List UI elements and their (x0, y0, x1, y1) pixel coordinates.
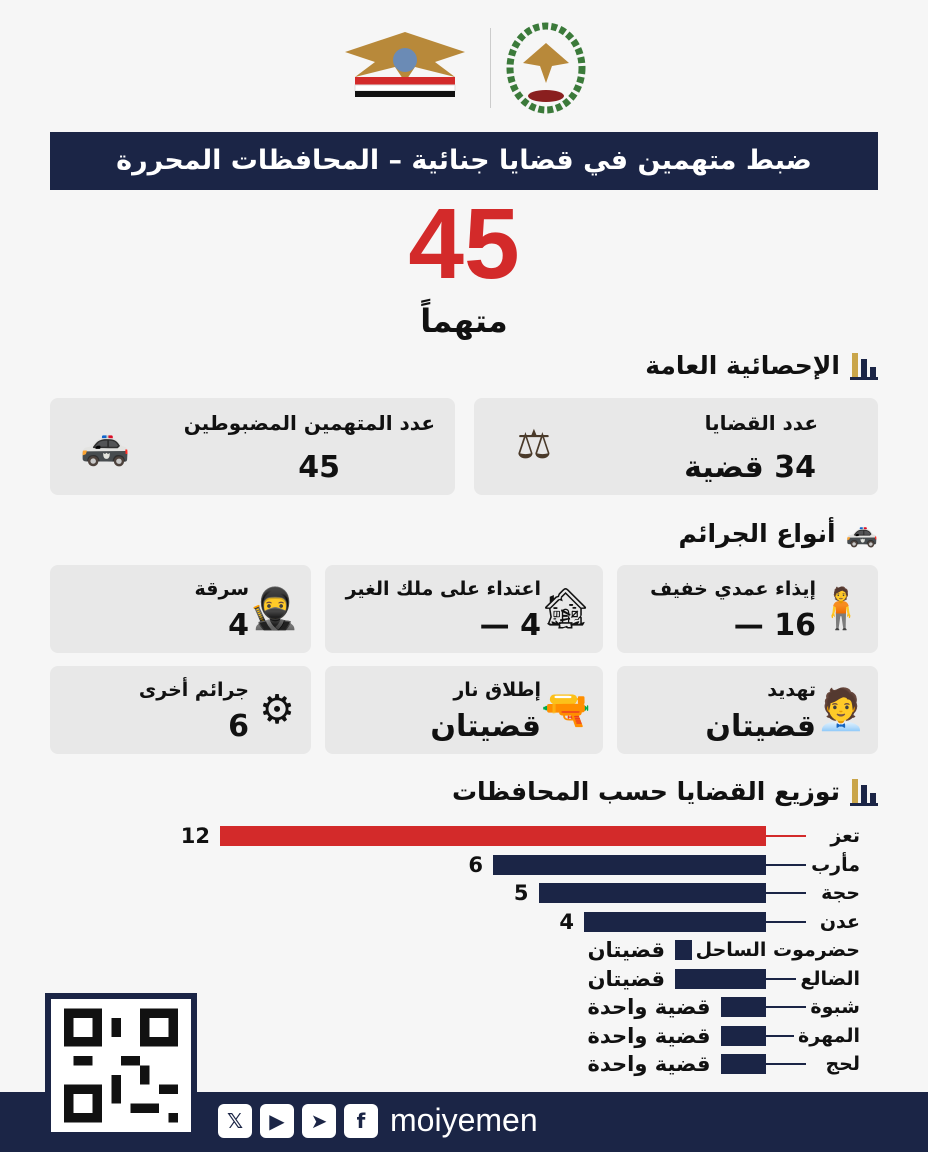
crime-card: اعتداء على ملك الغير 4 — 🏚 (325, 565, 603, 653)
bar (720, 1025, 766, 1046)
general-stats-heading: الإحصائية العامة (645, 350, 878, 382)
bar (720, 1054, 766, 1074)
category-label: شبوة (806, 996, 860, 1018)
value-label: قضيتان (587, 966, 665, 991)
threatened-person-icon: 🧑‍💼 (816, 687, 866, 733)
bar (584, 911, 766, 932)
accused-count-card: عدد المتهمين المضبوطين 45 🚓 (50, 398, 455, 495)
crime-value: قضيتان (705, 709, 816, 744)
bar-chart-icon (850, 778, 878, 806)
divider (490, 28, 491, 108)
value-label: قضية واحدة (587, 995, 711, 1019)
damaged-house-icon: 🏚 (540, 586, 591, 632)
crime-card: إطلاق نار قضيتان 🔫 (325, 666, 603, 754)
crime-label: اعتداء على ملك الغير (345, 578, 541, 600)
value-label: 5 (513, 881, 529, 905)
youtube-icon[interactable]: ▶ (260, 1104, 294, 1138)
category-label: لحج (821, 1053, 860, 1075)
bar-connector (766, 1006, 806, 1008)
category-label: مأرب (807, 853, 860, 876)
category-label: حجة (817, 882, 860, 904)
bar-chart-icon (850, 352, 878, 380)
bar (220, 826, 766, 846)
value-label: 4 (559, 909, 574, 934)
bar-connector (766, 1034, 806, 1037)
police-car-icon: 🚓 (80, 422, 130, 468)
crime-label: إطلاق نار (453, 679, 541, 701)
crime-card: سرقة 4 🥷 (50, 565, 311, 653)
total-accused-count: 45 (408, 188, 520, 300)
value-label: 6 (468, 852, 483, 877)
category-label: حضرموت الساحل (691, 939, 860, 961)
crime-label: تهديد (767, 679, 816, 701)
social-handle: moiyemen (390, 1102, 538, 1138)
cases-count-card: عدد القضايا 34 قضية ⚖ (474, 398, 878, 495)
pistol-icon: 🔫 (541, 687, 591, 733)
bar (720, 997, 766, 1017)
bar-connector (766, 977, 806, 980)
bar-connector (766, 920, 806, 923)
bar (538, 883, 766, 903)
value-label: قضية واحدة (587, 1052, 711, 1076)
crime-value: 4 (228, 608, 249, 643)
chart-title: توزيع القضايا حسب المحافظات (452, 776, 878, 808)
bar-connector (766, 863, 806, 866)
crime-card: جرائم أخرى 6 ⚙ (50, 666, 311, 754)
crime-value: 16 — (733, 608, 816, 643)
category-label: المهرة (794, 1024, 860, 1047)
crime-card: إيذاء عمدي خفيف 16 — 🧍 (617, 565, 878, 653)
crime-value: قضيتان (430, 709, 541, 744)
crime-label: سرقة (194, 578, 249, 600)
injured-person-icon: 🧍 (816, 586, 866, 632)
crime-types-heading: 🚓 أنواع الجرائم (678, 519, 878, 549)
page-title: ضبط متهمين في قضايا جنائية – المحافظات ا… (50, 132, 878, 190)
crime-label: جرائم أخرى (138, 679, 249, 701)
qr-code[interactable] (45, 993, 197, 1138)
bar-connector (766, 1063, 806, 1065)
value-label: قضية واحدة (587, 1023, 711, 1048)
gear-icon: ⚙ (259, 687, 295, 733)
ministry-of-interior-logo (505, 18, 587, 114)
value-label: 12 (180, 824, 210, 848)
thief-icon: 🥷 (249, 586, 299, 632)
bar (493, 854, 766, 875)
crime-label: إيذاء عمدي خفيف (650, 578, 816, 600)
facebook-icon[interactable]: f (344, 1104, 378, 1138)
value-label: قضيتان (587, 938, 665, 962)
crime-card: تهديد قضيتان 🧑‍💼 (617, 666, 878, 754)
bar-connector (766, 835, 806, 837)
telegram-icon[interactable]: ➤ (302, 1104, 336, 1138)
category-label: تعز (826, 825, 860, 847)
x-icon[interactable]: 𝕏 (218, 1104, 252, 1138)
category-label: عدن (815, 910, 860, 933)
crime-value: 4 — (479, 608, 541, 643)
scales-icon: ⚖ (516, 422, 552, 468)
police-car-icon: 🚓 (845, 519, 878, 549)
category-label: الضالع (796, 967, 860, 990)
bar (675, 968, 766, 989)
crime-value: 6 (228, 709, 249, 744)
total-accused-unit: متهماً (420, 302, 508, 340)
bar-connector (766, 892, 806, 894)
republic-emblem-logo (335, 22, 475, 104)
